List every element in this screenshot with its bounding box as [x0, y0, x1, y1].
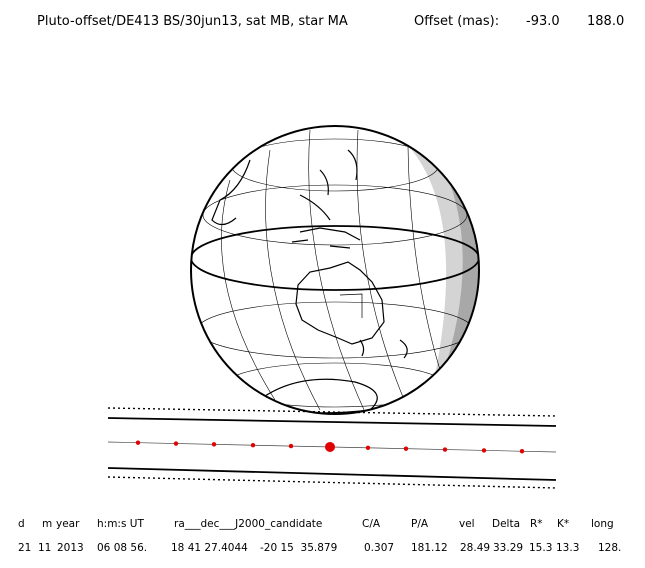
col-pa: P/A: [411, 518, 429, 530]
header: Pluto-offset/DE413 BS/30jun13, sat MB, s…: [0, 14, 645, 34]
val-hms: 06 08 56.: [97, 542, 148, 554]
val-ca: 0.307: [364, 542, 395, 554]
val-dec: -20 15 35.879: [260, 542, 338, 554]
table-header: d m year h:m:s UT ra___dec___J2000_candi…: [0, 518, 645, 534]
col-d: d: [18, 518, 25, 530]
globe: [190, 125, 480, 415]
col-hms: h:m:s UT: [97, 518, 144, 530]
globe-limb: [190, 125, 480, 415]
track-point: [519, 449, 525, 454]
col-rstar: R*: [530, 518, 543, 530]
val-pa: 181.12: [411, 542, 448, 554]
state-borders: [339, 293, 363, 318]
india-outline: [211, 159, 251, 226]
col-delta: Delta: [492, 518, 521, 530]
offset-x-value: -93.0: [526, 14, 560, 29]
globe-disk: [191, 126, 479, 414]
australia-outline: [295, 261, 385, 345]
val-ra: 18 41 27.4044: [171, 542, 248, 554]
title: Pluto-offset/DE413 BS/30jun13, sat MB, s…: [37, 14, 348, 29]
val-m: 11: [38, 542, 52, 554]
meridian-line: [265, 149, 321, 411]
table-row: 21 11 2013 06 08 56. 18 41 27.4044 -20 1…: [0, 542, 645, 558]
track-point: [442, 447, 448, 452]
col-kstar: K*: [557, 518, 570, 530]
night-shading: [392, 126, 479, 414]
shadow-limit-north: [107, 417, 557, 427]
val-vel: 28.49: [460, 542, 491, 554]
track-point: [250, 443, 256, 448]
equator-band: [191, 225, 479, 291]
val-rstar: 15.3: [529, 542, 553, 554]
val-long: 128.: [598, 542, 622, 554]
closest-approach-point: [325, 441, 335, 452]
col-radec: ra___dec___J2000_candidate: [174, 518, 323, 530]
se-asia-outline: [299, 149, 358, 221]
col-long: long: [591, 518, 614, 530]
offset-y-value: 188.0: [587, 14, 625, 29]
twilight-zone: [392, 126, 479, 414]
val-kstar: 13.3: [556, 542, 580, 554]
col-vel: vel: [459, 518, 475, 530]
meridian-line: [221, 179, 276, 401]
night-zone: [430, 130, 479, 414]
col-year: year: [56, 518, 80, 530]
val-delta: 33.29: [493, 542, 524, 554]
track-point: [403, 446, 409, 451]
parallel-line: [202, 184, 468, 246]
track-point: [288, 443, 294, 449]
val-d: 21: [18, 542, 32, 554]
track-point: [211, 442, 217, 447]
indonesia-outline: [291, 227, 361, 249]
col-ca: C/A: [362, 518, 381, 530]
track-points: [135, 440, 525, 454]
meridian-line: [407, 145, 441, 371]
new-zealand-outline: [359, 339, 408, 359]
shadow-limit-south: [107, 467, 557, 481]
track-point: [365, 445, 371, 451]
track-point: [173, 441, 179, 446]
col-m: m: [42, 518, 53, 530]
offset-label: Offset (mas):: [414, 14, 500, 29]
track-point: [481, 448, 487, 453]
track-point: [135, 440, 141, 445]
val-year: 2013: [57, 542, 84, 554]
